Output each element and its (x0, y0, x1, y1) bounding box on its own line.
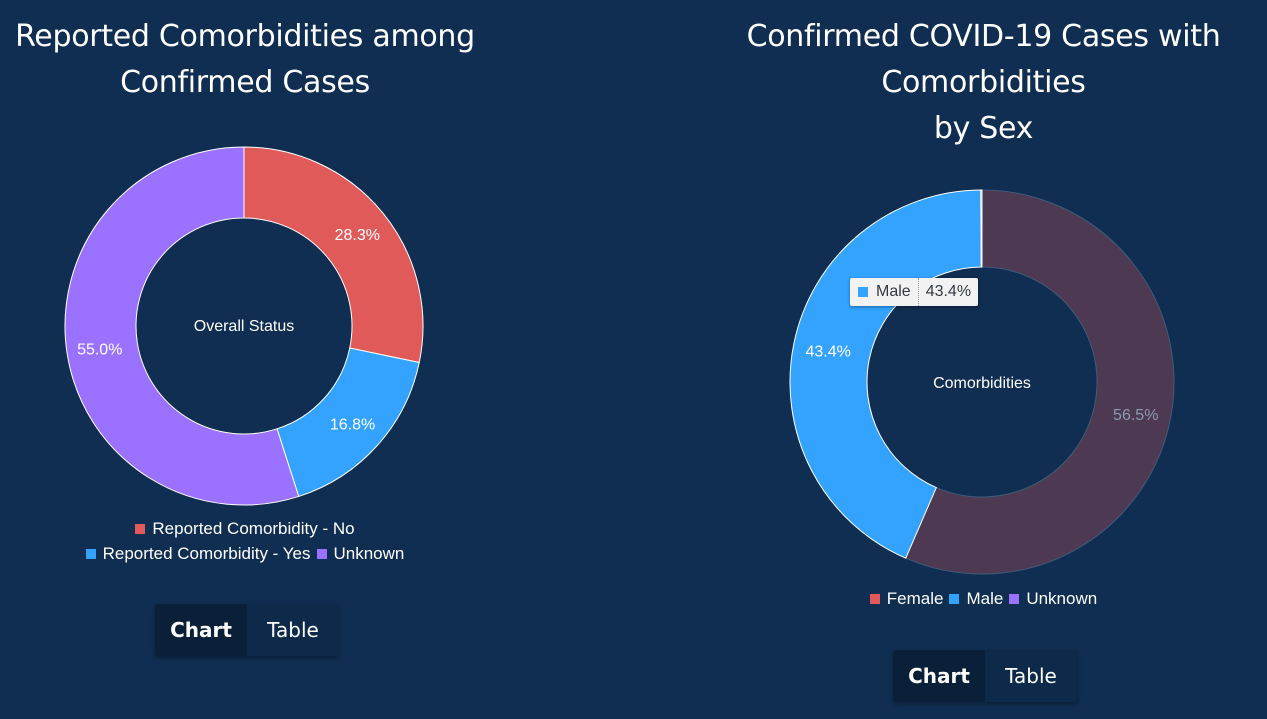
chart-title-line: Comorbidities (881, 65, 1086, 100)
chart-tooltip: Male 43.4% (850, 278, 979, 306)
legend-label: Reported Comorbidity - No (152, 519, 355, 538)
legend-swatch (1009, 594, 1020, 604)
chart-view-button[interactable]: Chart (155, 604, 247, 656)
chart-title-line: Confirmed COVID-19 Cases with (746, 19, 1221, 54)
legend-swatch (135, 524, 146, 534)
legend-swatch (85, 549, 96, 559)
donut-slice-unknown[interactable] (64, 146, 300, 506)
legend-label: Female (886, 589, 944, 608)
donut-slice-female[interactable] (905, 189, 1175, 575)
donut-chart: 56.5% 43.4% Comorbidities (789, 189, 1175, 575)
legend-label: Male (966, 589, 1004, 608)
legend-swatch (316, 549, 327, 559)
legend-row: Reported Comorbidity - No (0, 516, 490, 541)
donut-slice-reported-comorbidity-no[interactable] (243, 146, 424, 364)
chart-title-line: Reported Comorbidities among (15, 19, 475, 54)
legend-row: Female Male Unknown (700, 586, 1267, 611)
slice-data-label: 55.0% (77, 342, 122, 359)
comorbidities-by-sex-panel: Confirmed COVID-19 Cases with Comorbidit… (700, 0, 1267, 719)
legend-label: Unknown (1026, 589, 1098, 608)
legend-swatch (949, 594, 960, 604)
slice-data-label: 16.8% (330, 417, 375, 434)
tooltip-swatch (858, 287, 868, 297)
slice-data-label: 43.4% (805, 344, 850, 361)
view-toggle: Chart Table (155, 604, 339, 656)
legend-item[interactable]: Reported Comorbidity - Yes (85, 541, 311, 566)
legend-item[interactable]: Unknown (1009, 586, 1097, 611)
comorbidities-overall-panel: Reported Comorbidities among Confirmed C… (0, 0, 490, 719)
legend-label: Reported Comorbidity - Yes (102, 544, 311, 563)
table-view-button[interactable]: Table (1005, 664, 1057, 688)
chart-title: Reported Comorbidities among Confirmed C… (0, 14, 490, 106)
chart-view-button[interactable]: Chart (893, 650, 985, 702)
donut-center-label: Comorbidities (933, 375, 1031, 392)
table-view-button[interactable]: Table (267, 618, 319, 642)
chart-legend: Reported Comorbidity - No Reported Comorb… (0, 516, 490, 566)
legend-item[interactable]: Male (949, 586, 1003, 611)
tooltip-value: 43.4% (917, 278, 978, 306)
donut-chart: 28.3% 16.8% 55.0% Overall Status (64, 146, 424, 506)
donut-slice-unknown[interactable] (980, 189, 983, 268)
slice-data-label: 56.5% (1113, 407, 1158, 424)
tooltip-series-name: Male (876, 283, 911, 300)
donut-center-label: Overall Status (194, 318, 294, 335)
slice-data-label: 28.3% (335, 227, 380, 244)
legend-label: Unknown (333, 544, 405, 563)
chart-legend: Female Male Unknown (700, 586, 1267, 611)
legend-item[interactable]: Unknown (316, 541, 405, 566)
legend-swatch (869, 594, 880, 604)
chart-title-line: by Sex (933, 111, 1034, 146)
chart-title-line: Confirmed Cases (120, 65, 370, 100)
legend-item[interactable]: Female (869, 586, 944, 611)
view-toggle: Chart Table (893, 650, 1077, 702)
legend-item[interactable]: Reported Comorbidity - No (135, 516, 355, 541)
donut-slice-male[interactable] (789, 189, 982, 559)
chart-title: Confirmed COVID-19 Cases with Comorbidit… (700, 14, 1267, 152)
legend-row: Reported Comorbidity - Yes Unknown (0, 541, 490, 566)
